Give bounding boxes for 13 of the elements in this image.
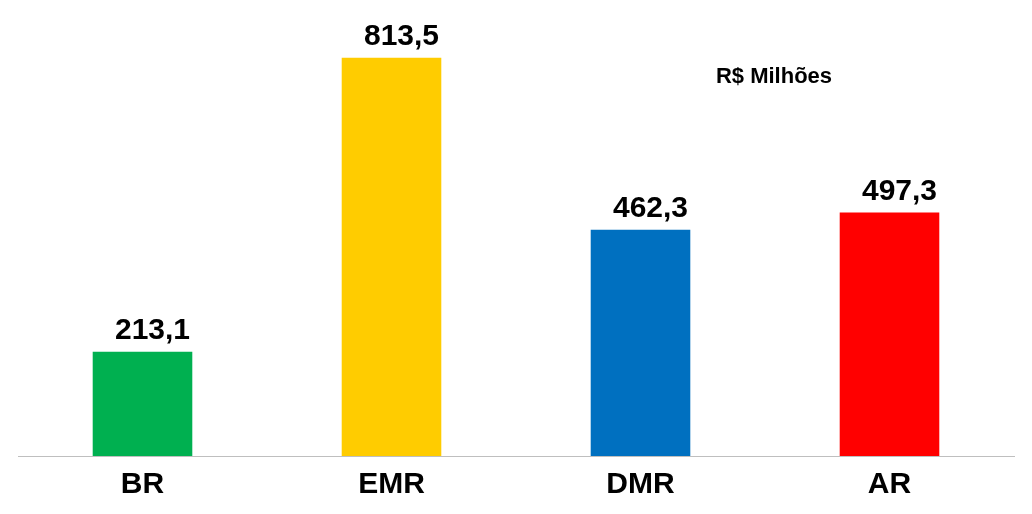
data-label: 813,5 [363,18,440,52]
bar [590,229,691,456]
x-tick-label: AR [867,466,912,500]
annotation: R$ Milhões [715,63,833,89]
x-tick-label: EMR [358,466,426,500]
bar [341,57,442,456]
data-label: 462,3 [612,189,689,223]
x-tick-label: DMR [606,466,675,500]
x-tick-label: BR [120,466,165,500]
data-label: 497,3 [861,172,938,206]
data-label: 213,1 [114,311,191,345]
bar [839,212,940,456]
bar [92,351,193,456]
